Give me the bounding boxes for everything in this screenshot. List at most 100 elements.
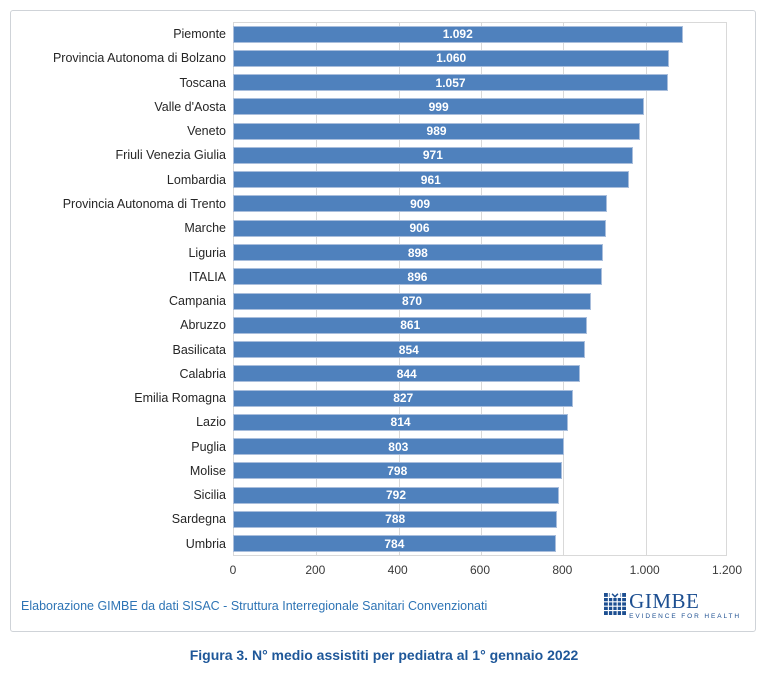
bar-track: 788 <box>233 507 745 531</box>
bar-row: Provincia Autonoma di Bolzano 1.060 <box>11 46 751 70</box>
bar-value-label: 798 <box>387 463 408 478</box>
bar-row: Lazio 814 <box>11 410 751 434</box>
gridline <box>398 23 400 555</box>
bar: 909 <box>233 195 608 213</box>
bar-row: Lombardia 961 <box>11 168 751 192</box>
bar: 896 <box>233 268 602 286</box>
category-label: Umbria <box>185 536 226 551</box>
bar: 792 <box>233 486 560 504</box>
category-label: Liguria <box>188 245 226 260</box>
bar: 784 <box>233 535 556 553</box>
bar-track: 844 <box>233 362 745 386</box>
bar-track: 1.057 <box>233 71 745 95</box>
category-label: Valle d'Aosta <box>154 99 226 114</box>
category-label: Piemonte <box>173 27 226 42</box>
category-label: Sardegna <box>171 512 226 527</box>
bar-track: 906 <box>233 216 745 240</box>
bar-row: Campania 870 <box>11 289 751 313</box>
bar-value-label: 898 <box>407 245 428 260</box>
gimbe-tagline: EVIDENCE FOR HEALTH <box>629 612 741 620</box>
bar-value-label: 870 <box>402 294 423 309</box>
category-label: Lazio <box>196 415 226 430</box>
bar-track: 861 <box>233 313 745 337</box>
bar-track: 792 <box>233 483 745 507</box>
bar-value-label: 827 <box>393 391 414 406</box>
bar-row: Emilia Romagna 827 <box>11 386 751 410</box>
gridline <box>645 23 647 555</box>
bar-row: Calabria 844 <box>11 362 751 386</box>
bar-value-label: 792 <box>386 488 407 503</box>
bar: 971 <box>233 146 633 164</box>
bar-track: 814 <box>233 410 745 434</box>
gimbe-logo-text: GIMBE EVIDENCE FOR HEALTH <box>629 588 741 620</box>
bar: 861 <box>233 316 588 334</box>
bar-rows: Piemonte 1.092 Provincia Autonoma di Bolza… <box>11 22 751 556</box>
bar-value-label: 861 <box>400 318 421 333</box>
bar-value-label: 814 <box>390 415 411 430</box>
bar-value-label: 784 <box>384 536 405 551</box>
x-axis-tick-label: 0 <box>229 563 237 577</box>
gridline <box>563 23 565 555</box>
bar-track: 1.092 <box>233 22 745 46</box>
bar-track: 1.060 <box>233 46 745 70</box>
bar-row: Sicilia 792 <box>11 483 751 507</box>
bar-value-label: 961 <box>420 172 441 187</box>
bar-track: 971 <box>233 143 745 167</box>
x-axis-tick-label: 600 <box>469 563 491 577</box>
bar: 898 <box>233 244 603 262</box>
gimbe-logo: GIMBE EVIDENCE FOR HEALTH <box>604 588 745 620</box>
category-label: Provincia Autonoma di Bolzano <box>52 51 226 66</box>
bar-row: Valle d'Aosta 999 <box>11 95 751 119</box>
bar-track: 803 <box>233 435 745 459</box>
bar: 798 <box>233 462 562 480</box>
bar-row: Toscana 1.057 <box>11 71 751 95</box>
category-label: Puglia <box>191 439 226 454</box>
x-axis-tick-label: 1.000 <box>629 563 660 577</box>
bar-track: 961 <box>233 168 745 192</box>
bar-row: Veneto 989 <box>11 119 751 143</box>
bar-row: Abruzzo 861 <box>11 313 751 337</box>
gridline <box>481 23 482 555</box>
bar-track: 896 <box>233 265 745 289</box>
bar-row: Liguria 898 <box>11 240 751 264</box>
gimbe-wordmark: GIMBE <box>629 588 700 613</box>
bar: 989 <box>233 122 641 140</box>
bar-row: Molise 798 <box>11 459 751 483</box>
source-text: Elaborazione GIMBE da dati SISAC - Strut… <box>21 599 488 613</box>
bar: 814 <box>233 413 569 431</box>
bar-track: 909 <box>233 192 745 216</box>
category-label: Veneto <box>187 124 226 139</box>
category-label: Abruzzo <box>180 318 226 333</box>
bar-row: Marche 906 <box>11 216 751 240</box>
x-axis: 0 200 400 600 800 1.000 1.200 <box>229 563 742 583</box>
bar-track: 854 <box>233 337 745 361</box>
category-label: Friuli Venezia Giulia <box>115 148 226 163</box>
bar: 854 <box>233 341 585 359</box>
bar-value-label: 971 <box>422 148 443 163</box>
category-label: ITALIA <box>188 269 226 284</box>
x-axis-tick-label: 200 <box>305 563 326 577</box>
bar: 1.092 <box>233 25 683 43</box>
category-label: Toscana <box>179 75 226 90</box>
bar: 827 <box>233 389 574 407</box>
bar-track: 870 <box>233 289 745 313</box>
bar-value-label: 788 <box>385 512 406 527</box>
bar-row: Puglia 803 <box>11 435 751 459</box>
bar-row: Basilicata 854 <box>11 337 751 361</box>
bar-row: Friuli Venezia Giulia 971 <box>11 143 751 167</box>
bar: 788 <box>233 510 558 528</box>
x-axis-tick-label: 400 <box>387 563 408 577</box>
bar-value-label: 1.060 <box>436 51 467 66</box>
bar: 999 <box>233 98 645 116</box>
bar-row: Sardegna 788 <box>11 507 751 531</box>
bar-value-label: 999 <box>428 99 449 114</box>
bar-value-label: 909 <box>410 196 431 211</box>
bar-track: 827 <box>233 386 745 410</box>
chart-footer: Elaborazione GIMBE da dati SISAC - Strut… <box>21 587 745 625</box>
gimbe-logo-icon <box>604 592 627 615</box>
bar-track: 784 <box>233 532 745 556</box>
plot-area <box>233 22 727 556</box>
category-label: Campania <box>169 294 226 309</box>
gridline <box>316 23 318 555</box>
bar-value-label: 854 <box>398 342 419 357</box>
